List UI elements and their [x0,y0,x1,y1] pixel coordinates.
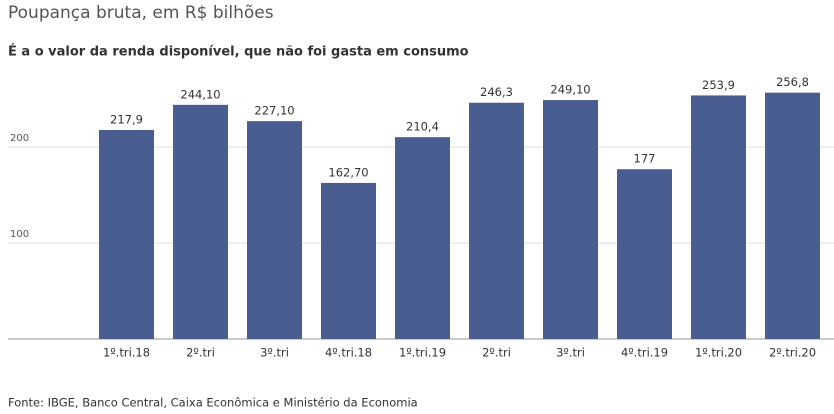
x-tick-label: 2º.tri [186,346,215,360]
bar [765,92,820,339]
value-label: 177 [634,152,656,166]
bar [321,182,376,339]
x-tick-label: 2º.tri [482,346,511,360]
bar [617,169,672,339]
bar [247,121,302,339]
value-label: 256,8 [776,75,809,89]
x-tick-label: 1º.tri.18 [103,346,150,360]
value-label: 210,4 [406,120,439,134]
bar [469,102,524,340]
bar [173,104,228,339]
value-label: 162,70 [328,165,368,179]
value-label: 253,9 [702,78,735,92]
value-label: 244,10 [180,87,220,101]
bar [99,129,154,339]
x-tick-label: 3º.tri [556,346,585,360]
chart-subtitle: É a o valor da renda disponível, que não… [8,44,469,60]
x-tick-label: 1º.tri.20 [695,346,742,360]
x-tick-label: 4º.tri.18 [325,346,372,360]
value-label: 217,9 [110,112,143,126]
x-tick-label: 2º.tri.20 [769,346,816,360]
x-tick-label: 4º.tri.19 [621,346,668,360]
x-tick-label: 1º.tri.19 [399,346,446,360]
value-label: 246,3 [480,85,513,99]
bar [691,95,746,339]
value-label: 249,10 [550,83,590,97]
bar [395,137,450,339]
y-tick-label: 100 [10,229,29,240]
source: Fonte: IBGE, Banco Central, Caixa Econôm… [8,396,418,410]
bar [543,100,598,339]
x-tick-label: 3º.tri [260,346,289,360]
y-tick-label: 200 [10,133,29,144]
value-label: 227,10 [254,104,294,118]
chart-title: Poupança bruta, em R$ bilhões [8,3,274,23]
